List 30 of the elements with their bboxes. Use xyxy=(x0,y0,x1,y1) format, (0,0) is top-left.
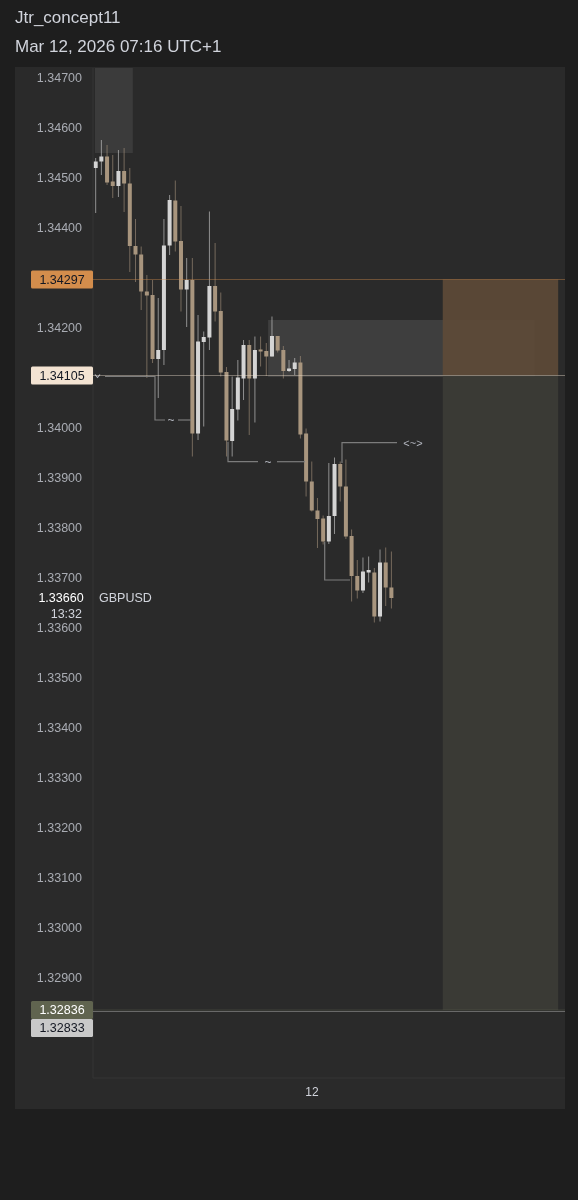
y-tick-label: 1.34000 xyxy=(36,421,83,436)
text: 1.33660 xyxy=(38,591,84,605)
text: 13:32 xyxy=(50,607,83,621)
annotation: <~> xyxy=(403,436,423,449)
y-tick-label: 1.33900 xyxy=(36,471,83,486)
y-tick-label: 1.34600 xyxy=(36,121,83,136)
y-tick-label: 1.33400 xyxy=(36,721,83,736)
y-tick-label: 1.33800 xyxy=(36,521,83,536)
ref-line-label: 1.34105 xyxy=(39,368,85,383)
y-tick-label: 1.33500 xyxy=(36,671,83,686)
chart-subtitle: Mar 12, 2026 07:16 UTC+1 xyxy=(15,36,222,58)
y-tick-label: 1.33100 xyxy=(36,871,83,886)
ref-line-label: 1.34297 xyxy=(39,272,85,287)
y-tick-label: 1.33200 xyxy=(36,821,83,836)
x-tick-label: 12 xyxy=(305,1084,319,1099)
ref-line-label: 1.32836 xyxy=(39,1003,85,1017)
y-tick-label: 1.33700 xyxy=(36,571,83,586)
y-tick-label: 1.34700 xyxy=(36,71,83,86)
y-tick-label: 1.32900 xyxy=(36,971,83,986)
y-tick-label: 1.33000 xyxy=(36,921,83,936)
y-tick-label: 1.34500 xyxy=(36,171,83,186)
annotation: GBPUSD xyxy=(99,591,152,605)
y-tick-label: 1.33300 xyxy=(36,771,83,786)
y-tick-label: 1.34400 xyxy=(36,221,83,236)
y-tick-label: 1.33600 xyxy=(36,621,83,636)
chart-title: Jtr_concept11 xyxy=(15,7,121,29)
annotation: ~ xyxy=(264,454,272,469)
ref-line-label: 1.32833 xyxy=(39,1021,85,1035)
y-tick-label: 1.34200 xyxy=(36,321,83,336)
annotation: ~ xyxy=(167,413,175,427)
